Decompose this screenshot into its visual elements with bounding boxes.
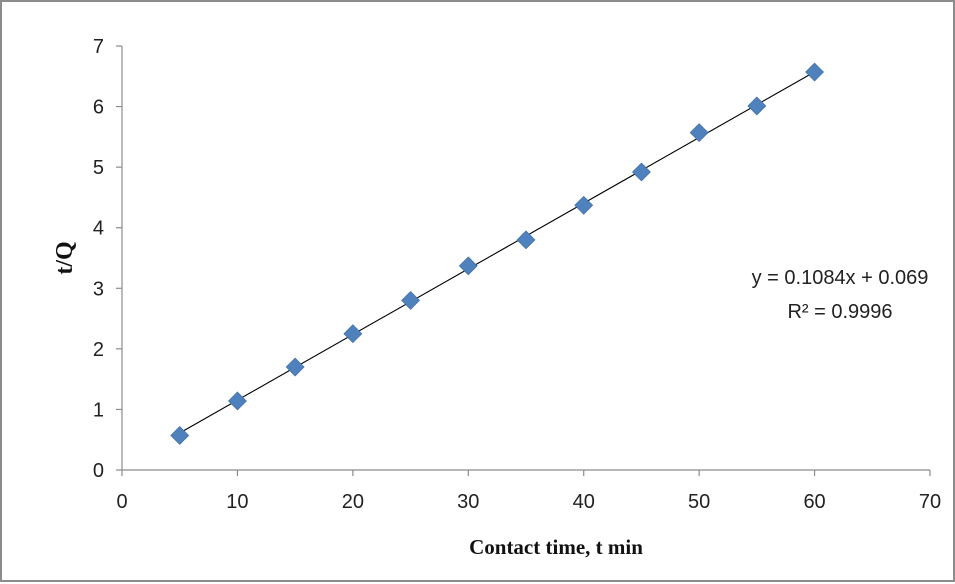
trendline-group: [179, 71, 815, 434]
y-tick-label: 7: [93, 36, 104, 58]
trendline-equation: y = 0.1084x + 0.069: [752, 267, 929, 289]
data-point: [632, 162, 651, 182]
data-point: [285, 357, 305, 377]
x-tick-label: 0: [116, 491, 127, 513]
data-point: [170, 426, 190, 445]
data-point: [747, 96, 767, 116]
data-point: [805, 62, 824, 82]
y-tick-label: 2: [93, 339, 104, 361]
data-point: [689, 123, 709, 143]
x-tick-label: 40: [573, 491, 595, 513]
data-point: [343, 324, 363, 344]
data-point: [228, 391, 247, 411]
trendline: [179, 71, 815, 434]
x-tick-label: 20: [342, 491, 364, 513]
x-axis-title: Contact time, t min: [469, 535, 643, 559]
x-tick-label: 10: [226, 491, 248, 513]
x-tick-label: 60: [803, 491, 825, 513]
y-axis-title: t/Q: [52, 241, 78, 274]
r-squared-label: R² = 0.9996: [787, 301, 892, 323]
data-point: [401, 290, 420, 310]
x-tick-label: 50: [688, 491, 710, 513]
data-point: [574, 195, 594, 215]
y-tick-label: 3: [93, 278, 104, 300]
y-tick-label: 4: [93, 218, 104, 240]
data-point: [516, 230, 536, 250]
x-tick-label: 30: [457, 491, 479, 513]
data-points: [170, 62, 824, 445]
y-tick-label: 5: [93, 157, 104, 179]
y-tick-label: 0: [93, 460, 104, 482]
data-point: [458, 256, 478, 276]
x-tick-label: 70: [919, 491, 941, 513]
y-tick-label: 1: [93, 399, 104, 421]
y-tick-label: 6: [93, 97, 104, 119]
